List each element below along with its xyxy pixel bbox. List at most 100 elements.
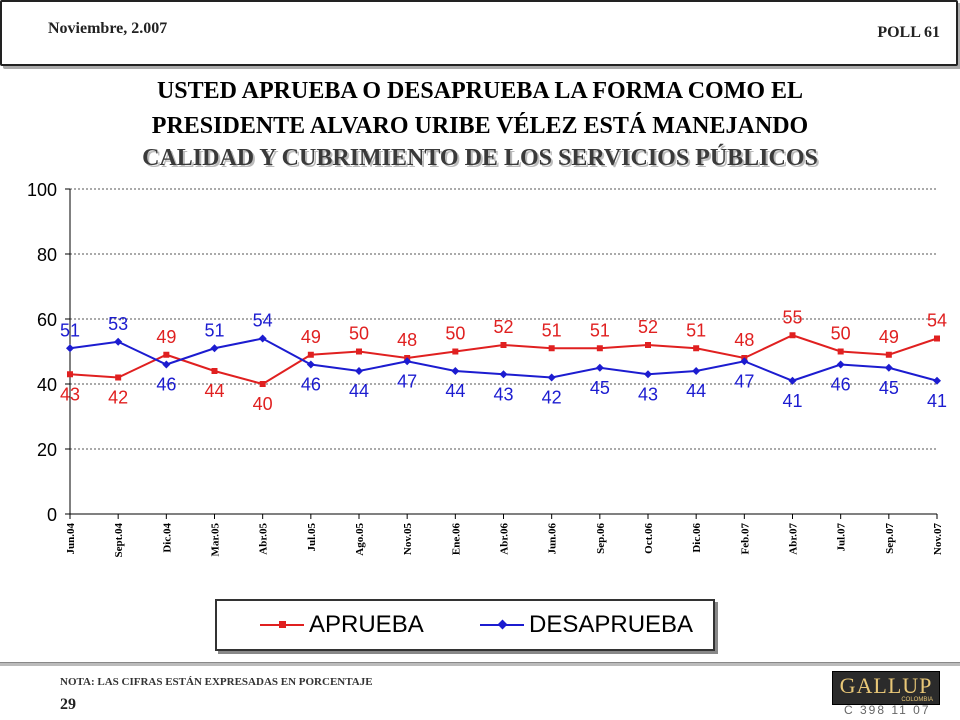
data-label: 51	[590, 320, 610, 340]
x-tick-label: Abr.05	[258, 523, 270, 555]
line-chart: 0 20 40 60 80 100 Jun.04 Sept.04 Dic.04 Mar.05 Abr…	[27, 180, 947, 558]
data-label: 47	[397, 371, 417, 391]
y-tick-label: 100	[27, 180, 57, 200]
x-tick-label: Oct.06	[643, 523, 655, 554]
data-label: 44	[349, 381, 369, 401]
data-point	[500, 342, 507, 348]
data-label: 53	[108, 314, 128, 334]
data-point	[789, 332, 796, 339]
data-point	[259, 381, 266, 387]
data-label: 52	[638, 317, 658, 337]
data-point	[211, 368, 218, 374]
data-point	[596, 345, 603, 352]
data-point	[885, 351, 892, 358]
data-label: 41	[927, 391, 947, 411]
data-point	[740, 357, 749, 366]
document-code: C 398 11 07	[844, 703, 931, 717]
data-label: 48	[734, 330, 754, 350]
report-date: Noviembre, 2.007	[48, 20, 168, 37]
data-label: 46	[156, 375, 176, 395]
data-label: 51	[60, 320, 80, 340]
chart-title-line-1: USTED APRUEBA O DESAPRUEBA LA FORMA COMO…	[156, 78, 804, 104]
data-point	[258, 334, 267, 343]
data-label: 49	[301, 327, 321, 347]
x-tick-label: Abr.06	[499, 523, 511, 555]
data-point	[115, 374, 122, 381]
x-tick-label: Jul.05	[306, 523, 318, 552]
data-point	[451, 367, 460, 375]
gallup-logo: GALLUP COLOMBIA	[832, 671, 940, 705]
legend-marker-aprueba	[279, 621, 286, 628]
header-box: Noviembre, 2.007 POLL 61	[0, 0, 958, 66]
data-point	[307, 351, 314, 358]
data-point	[66, 344, 74, 353]
data-label: 44	[445, 381, 465, 401]
data-label: 42	[542, 388, 562, 408]
data-point	[836, 360, 845, 369]
x-tick-label: Sep.06	[595, 523, 607, 554]
data-point	[645, 342, 651, 348]
data-label: 43	[638, 384, 658, 404]
data-label: 51	[542, 320, 562, 340]
x-tick-label: Jun.04	[65, 523, 77, 555]
legend-label-desaprueba: DESAPRUEBA	[529, 611, 694, 638]
data-label: 43	[60, 384, 80, 404]
data-point	[114, 337, 123, 346]
x-tick-label: Dic.04	[161, 523, 173, 553]
chart-title-line-3: CALIDAD Y CUBRIMIENTO DE LOS SERVICIOS P…	[142, 145, 818, 171]
data-label: 49	[156, 327, 176, 347]
data-point	[403, 357, 412, 366]
footer-divider	[0, 662, 960, 666]
data-label: 55	[782, 307, 802, 327]
x-tick-label: Sep.07	[884, 523, 896, 554]
data-label: 49	[879, 327, 899, 347]
data-label: 40	[253, 394, 273, 414]
x-tick-label: Mar.05	[210, 523, 222, 557]
data-point	[934, 335, 940, 342]
data-label: 52	[493, 317, 513, 337]
x-tick-label: Ago.05	[354, 523, 366, 556]
data-label: 54	[927, 311, 947, 331]
logo-subtext: COLOMBIA	[901, 697, 933, 703]
data-label: 41	[782, 391, 802, 411]
footer-note: NOTA: LAS CIFRAS ESTÁN EXPRESADAS EN POR…	[60, 676, 373, 688]
x-tick-label: Feb.07	[739, 523, 751, 555]
x-tick-label: Dic.06	[691, 523, 703, 553]
x-tick-label: Sept.04	[113, 523, 125, 558]
data-label: 46	[831, 375, 851, 395]
data-point	[693, 345, 700, 352]
data-label: 47	[734, 371, 754, 391]
data-point	[162, 360, 171, 369]
data-label: 50	[445, 324, 465, 344]
x-tick-label: Nov.05	[402, 523, 414, 556]
x-tick-label: Nov.07	[932, 523, 944, 556]
data-label: 44	[686, 381, 706, 401]
data-point	[933, 376, 941, 385]
data-label: 48	[397, 330, 417, 350]
chart-legend: APRUEBA DESAPRUEBA	[215, 599, 715, 651]
data-point	[837, 348, 844, 355]
poll-label: POLL 61	[877, 24, 940, 41]
data-point	[692, 367, 701, 375]
data-point	[355, 367, 363, 375]
page-number: 29	[60, 696, 76, 713]
data-point	[163, 351, 170, 358]
data-point	[884, 363, 893, 372]
y-tick-label: 60	[37, 310, 57, 330]
data-point	[67, 371, 73, 378]
data-label: 46	[301, 375, 321, 395]
x-tick-label: Jul.07	[836, 523, 848, 552]
legend-marker-desaprueba	[497, 619, 508, 630]
x-tick-label: Ene.06	[450, 523, 462, 556]
data-point	[644, 370, 652, 379]
data-point	[595, 363, 604, 372]
data-point	[452, 348, 459, 355]
logo-text: GALLUP	[839, 673, 933, 698]
data-point	[548, 345, 555, 352]
legend-label-aprueba: APRUEBA	[309, 611, 424, 638]
data-label: 50	[349, 324, 369, 344]
data-label: 44	[204, 381, 224, 401]
data-point	[788, 376, 797, 385]
y-tick-label: 40	[37, 375, 57, 395]
y-tick-label: 80	[37, 245, 57, 265]
